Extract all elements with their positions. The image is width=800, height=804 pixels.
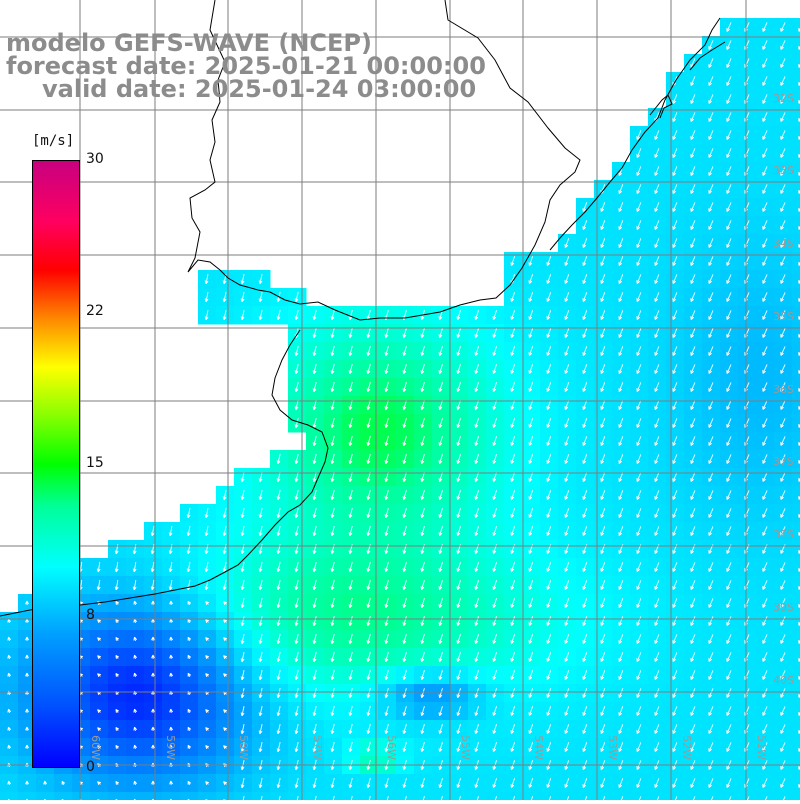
- colorbar-tick-22: 22: [86, 303, 104, 319]
- wind-cell: [792, 792, 800, 800]
- wind-cell: [792, 216, 800, 235]
- wind-cell: [792, 540, 800, 559]
- wind-cell: [198, 792, 217, 800]
- wind-cell: [108, 792, 127, 800]
- wind-cell: [702, 792, 721, 800]
- wind-cell: [0, 792, 19, 800]
- wind-cell: [792, 612, 800, 631]
- wind-cell: [684, 792, 703, 800]
- wind-cell: [126, 792, 145, 800]
- wind-cell: [180, 792, 199, 800]
- wind-cell: [792, 18, 800, 37]
- latitude-label: 37S: [773, 455, 794, 468]
- latitude-label: 40S: [773, 674, 794, 687]
- longitude-label: 55W: [459, 735, 472, 760]
- wind-cell: [792, 270, 800, 289]
- wind-cell: [792, 396, 800, 415]
- valid-date: valid date: 2025-01-24 03:00:00: [42, 77, 476, 101]
- longitude-label: 59W: [164, 735, 177, 760]
- wind-cell: [792, 720, 800, 739]
- wind-cell: [792, 198, 800, 217]
- latitude-label: 38S: [773, 528, 794, 541]
- wind-cell: [504, 792, 523, 800]
- wind-cell: [666, 792, 685, 800]
- wind-cell: [54, 792, 73, 800]
- wind-cell: [792, 432, 800, 451]
- wind-cell: [756, 792, 775, 800]
- latitude-label: 34S: [773, 237, 794, 250]
- wind-cell: [774, 792, 793, 800]
- wind-cell: [792, 72, 800, 91]
- longitude-label: 52W: [680, 735, 693, 760]
- wind-cell: [522, 792, 541, 800]
- wind-cell: [792, 738, 800, 757]
- wind-cell: [792, 126, 800, 145]
- wind-cell: [792, 558, 800, 577]
- wind-cell: [738, 792, 757, 800]
- wind-cell: [792, 504, 800, 523]
- colorbar-tick-8: 8: [86, 607, 95, 623]
- wind-cell: [792, 360, 800, 379]
- wind-cell: [792, 108, 800, 127]
- wind-cell: [792, 630, 800, 649]
- wind-cell: [792, 648, 800, 667]
- wind-cell: [792, 774, 800, 793]
- wind-cell: [792, 144, 800, 163]
- longitude-label: 54W: [532, 735, 545, 760]
- wind-cell: [792, 288, 800, 307]
- wind-cell: [648, 792, 667, 800]
- wind-cell: [792, 486, 800, 505]
- wind-cell: [792, 342, 800, 361]
- wind-cell: [540, 792, 559, 800]
- latitude-label: 32S: [773, 92, 794, 105]
- wind-cell: [144, 792, 163, 800]
- wind-cell: [72, 792, 91, 800]
- longitude-label: 58W: [237, 735, 250, 760]
- longitude-label: 53W: [606, 735, 619, 760]
- longitude-label: 57W: [311, 735, 324, 760]
- wind-cell: [792, 468, 800, 487]
- wind-cell: [216, 792, 235, 800]
- wind-speed-field: [0, 18, 800, 800]
- colorbar: [32, 160, 80, 768]
- wind-cell: [792, 36, 800, 55]
- wind-cell: [36, 792, 55, 800]
- latitude-label: 36S: [773, 383, 794, 396]
- wind-cell: [612, 792, 631, 800]
- latitude-label: 33S: [773, 164, 794, 177]
- wind-cell: [792, 54, 800, 73]
- wind-cell: [162, 792, 181, 800]
- wind-cell: [18, 792, 37, 800]
- colorbar-tick-0: 0: [86, 759, 95, 775]
- longitude-label: 60W: [89, 735, 102, 760]
- longitude-label: 51W: [755, 735, 768, 760]
- wind-cell: [720, 792, 739, 800]
- wind-cell: [558, 792, 577, 800]
- longitude-label: 56W: [385, 735, 398, 760]
- colorbar-tick-15: 15: [86, 455, 104, 471]
- wind-cell: [792, 576, 800, 595]
- wind-cell: [486, 792, 505, 800]
- colorbar-tick-30: 30: [86, 151, 104, 167]
- wind-cell: [630, 792, 649, 800]
- latitude-label: 39S: [773, 601, 794, 614]
- wind-cell: [792, 702, 800, 721]
- wind-cell: [792, 414, 800, 433]
- wind-cell: [792, 180, 800, 199]
- wind-cell: [576, 792, 595, 800]
- wind-cell: [90, 792, 109, 800]
- latitude-label: 35S: [773, 310, 794, 323]
- colorbar-unit: [m/s]: [32, 133, 74, 149]
- wind-cell: [792, 324, 800, 343]
